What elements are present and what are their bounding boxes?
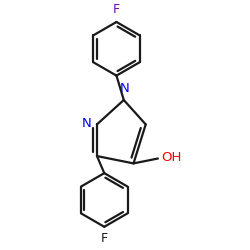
Text: N: N: [82, 117, 92, 130]
Text: F: F: [113, 4, 120, 16]
Text: OH: OH: [162, 151, 182, 164]
Text: N: N: [120, 82, 130, 95]
Text: F: F: [101, 232, 108, 245]
